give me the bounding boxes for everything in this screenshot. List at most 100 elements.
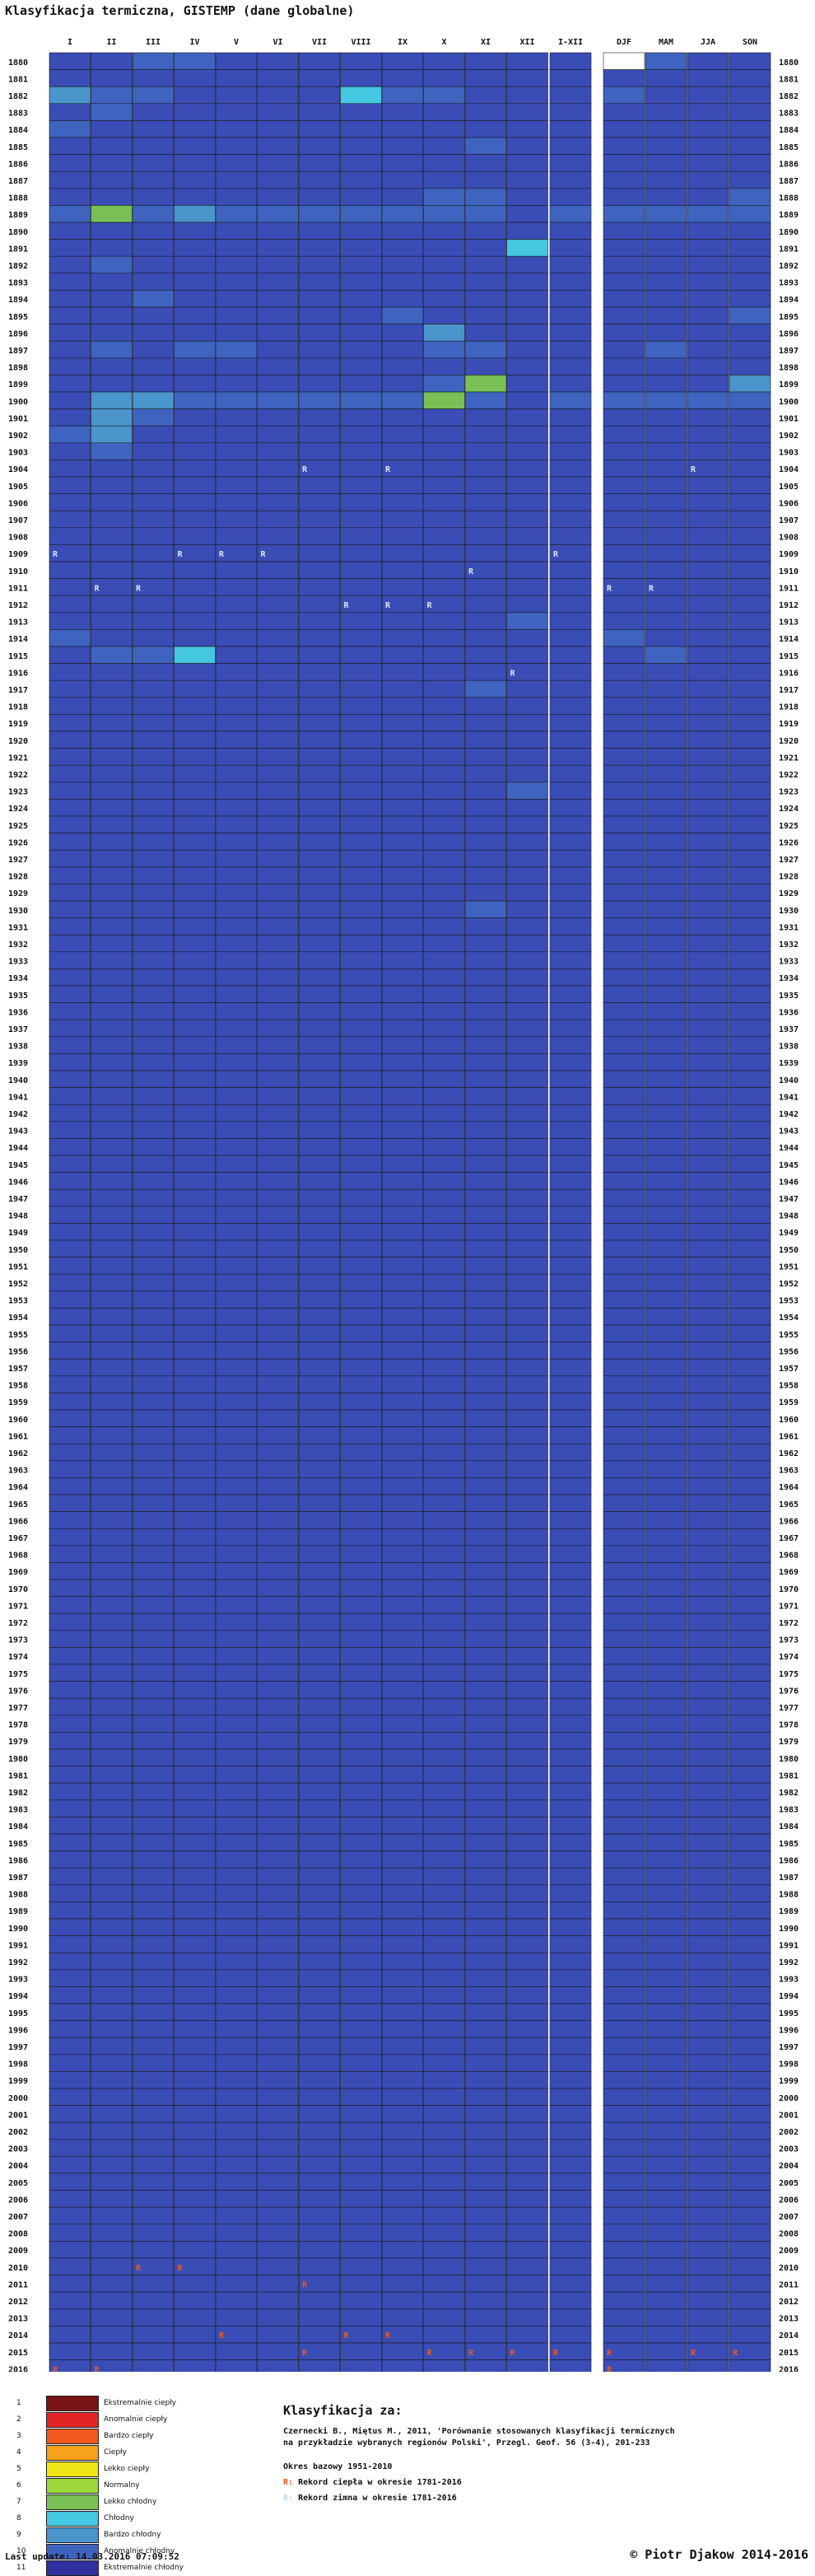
cell-1931-xi xyxy=(464,917,507,936)
cell-1990-mam xyxy=(645,1918,687,1936)
cell-1995-i-xii xyxy=(549,2003,592,2021)
cell-1978-iv xyxy=(174,1715,216,1733)
cell-1954-ix xyxy=(381,1308,424,1326)
year-label-right-1896: 1896 xyxy=(779,329,799,338)
cell-1958-djf xyxy=(603,1375,645,1393)
cell-1992-jja xyxy=(687,1952,729,1971)
year-label-left-1913: 1913 xyxy=(8,618,28,628)
cell-1940-viii xyxy=(340,1070,382,1088)
year-label-right-1910: 1910 xyxy=(779,567,799,576)
cell-1907-viii xyxy=(340,510,382,529)
year-label-right-1992: 1992 xyxy=(779,1958,799,1967)
cell-1950-iv xyxy=(174,1239,216,1258)
cell-1956-djf xyxy=(603,1342,645,1360)
cell-1901-ix xyxy=(381,408,424,427)
cell-1964-viii xyxy=(340,1477,382,1496)
year-label-left-1973: 1973 xyxy=(8,1636,28,1645)
year-label-left-1974: 1974 xyxy=(8,1653,28,1662)
cell-2013-xii xyxy=(506,2308,548,2326)
cell-1933-vii xyxy=(298,951,341,969)
cell-1911-x xyxy=(423,578,465,596)
cell-1954-x xyxy=(423,1308,465,1326)
cell-1950-xi xyxy=(464,1239,507,1258)
year-label-right-1929: 1929 xyxy=(779,889,799,898)
cell-1990-iv xyxy=(174,1918,216,1936)
cell-2000-mam xyxy=(645,2088,687,2106)
cell-1988-xii xyxy=(506,1884,548,1902)
cell-1907-x xyxy=(423,510,465,529)
cell-1895-viii xyxy=(340,306,382,324)
cell-1972-vii xyxy=(298,1612,341,1631)
cell-1960-v xyxy=(215,1409,258,1427)
cell-1950-viii xyxy=(340,1239,382,1258)
cell-1962-djf xyxy=(603,1443,645,1462)
cell-1882-son xyxy=(729,86,771,105)
cell-1955-x xyxy=(423,1324,465,1342)
cell-1982-i-xii xyxy=(549,1782,592,1801)
cell-1906-djf xyxy=(603,493,645,511)
cell-1927-mam xyxy=(645,849,687,868)
cell-1894-i xyxy=(49,290,91,308)
cell-1881-i-xii xyxy=(549,69,592,87)
cell-1925-viii xyxy=(340,815,382,833)
year-label-left-1960: 1960 xyxy=(8,1416,28,1425)
cell-1979-v xyxy=(215,1732,258,1750)
cell-1950-iii xyxy=(132,1239,175,1258)
cell-1997-i-xii xyxy=(549,2037,592,2056)
reference-block: Klasyfikacja za: Czernecki B., Miętus M.… xyxy=(283,2403,794,2503)
cell-1897-i xyxy=(49,340,91,359)
cell-1952-vii xyxy=(298,1273,341,1292)
cell-1924-x xyxy=(423,799,465,817)
cell-1947-ix xyxy=(381,1188,424,1207)
year-label-left-1936: 1936 xyxy=(8,1008,28,1017)
legend-label: Bardzo chłodny xyxy=(104,2531,161,2539)
cell-1894-djf xyxy=(603,290,645,308)
cell-1915-xii xyxy=(506,646,548,664)
cell-1977-ii xyxy=(91,1697,133,1716)
cell-1998-ix xyxy=(381,2054,424,2072)
year-label-left-1904: 1904 xyxy=(8,465,28,474)
cell-1914-xii xyxy=(506,629,548,647)
year-label-right-1965: 1965 xyxy=(779,1500,799,1510)
cell-1933-x xyxy=(423,951,465,969)
cell-1910-jja xyxy=(687,561,729,579)
cell-1989-i-xii xyxy=(549,1902,592,1920)
cell-1975-jja xyxy=(687,1664,729,1682)
cell-1913-ix xyxy=(381,612,424,630)
cell-1983-xii xyxy=(506,1799,548,1818)
cell-1993-son xyxy=(729,1969,771,1987)
cell-1968-x xyxy=(423,1545,465,1563)
cell-1969-i-xii xyxy=(549,1562,592,1580)
cell-1941-vi xyxy=(257,1087,299,1105)
col-header-top-x: X xyxy=(441,38,446,47)
cell-1994-vi xyxy=(257,1986,299,2004)
cell-1962-vii xyxy=(298,1443,341,1462)
cell-1906-iii xyxy=(132,493,175,511)
cell-1880-ii xyxy=(91,52,133,70)
cell-1993-xii xyxy=(506,1969,548,1987)
cell-1892-son xyxy=(729,255,771,274)
cell-2003-xii xyxy=(506,2139,548,2157)
cell-1935-viii xyxy=(340,985,382,1003)
cell-1895-v xyxy=(215,306,258,324)
year-label-left-2000: 2000 xyxy=(8,2094,28,2103)
cell-1942-jja xyxy=(687,1104,729,1122)
cell-1921-iv xyxy=(174,748,216,766)
cell-1949-djf xyxy=(603,1223,645,1241)
cell-1945-ii xyxy=(91,1155,133,1173)
year-label-right-1916: 1916 xyxy=(779,669,799,678)
cell-1887-xii xyxy=(506,170,548,189)
year-label-right-2011: 2011 xyxy=(779,2280,799,2289)
cell-1948-vii xyxy=(298,1206,341,1224)
cell-1916-x xyxy=(423,663,465,681)
cell-1890-ii xyxy=(91,222,133,240)
cell-1895-mam xyxy=(645,306,687,324)
year-label-right-2013: 2013 xyxy=(779,2315,799,2324)
cell-2001-mam xyxy=(645,2105,687,2123)
cell-1953-vi xyxy=(257,1290,299,1309)
year-label-right-1969: 1969 xyxy=(779,1568,799,1577)
cell-1896-xi xyxy=(464,324,507,342)
col-header-top-v: V xyxy=(234,38,239,47)
cell-1959-iv xyxy=(174,1393,216,1411)
col-header-top-iv: IV xyxy=(189,38,199,47)
